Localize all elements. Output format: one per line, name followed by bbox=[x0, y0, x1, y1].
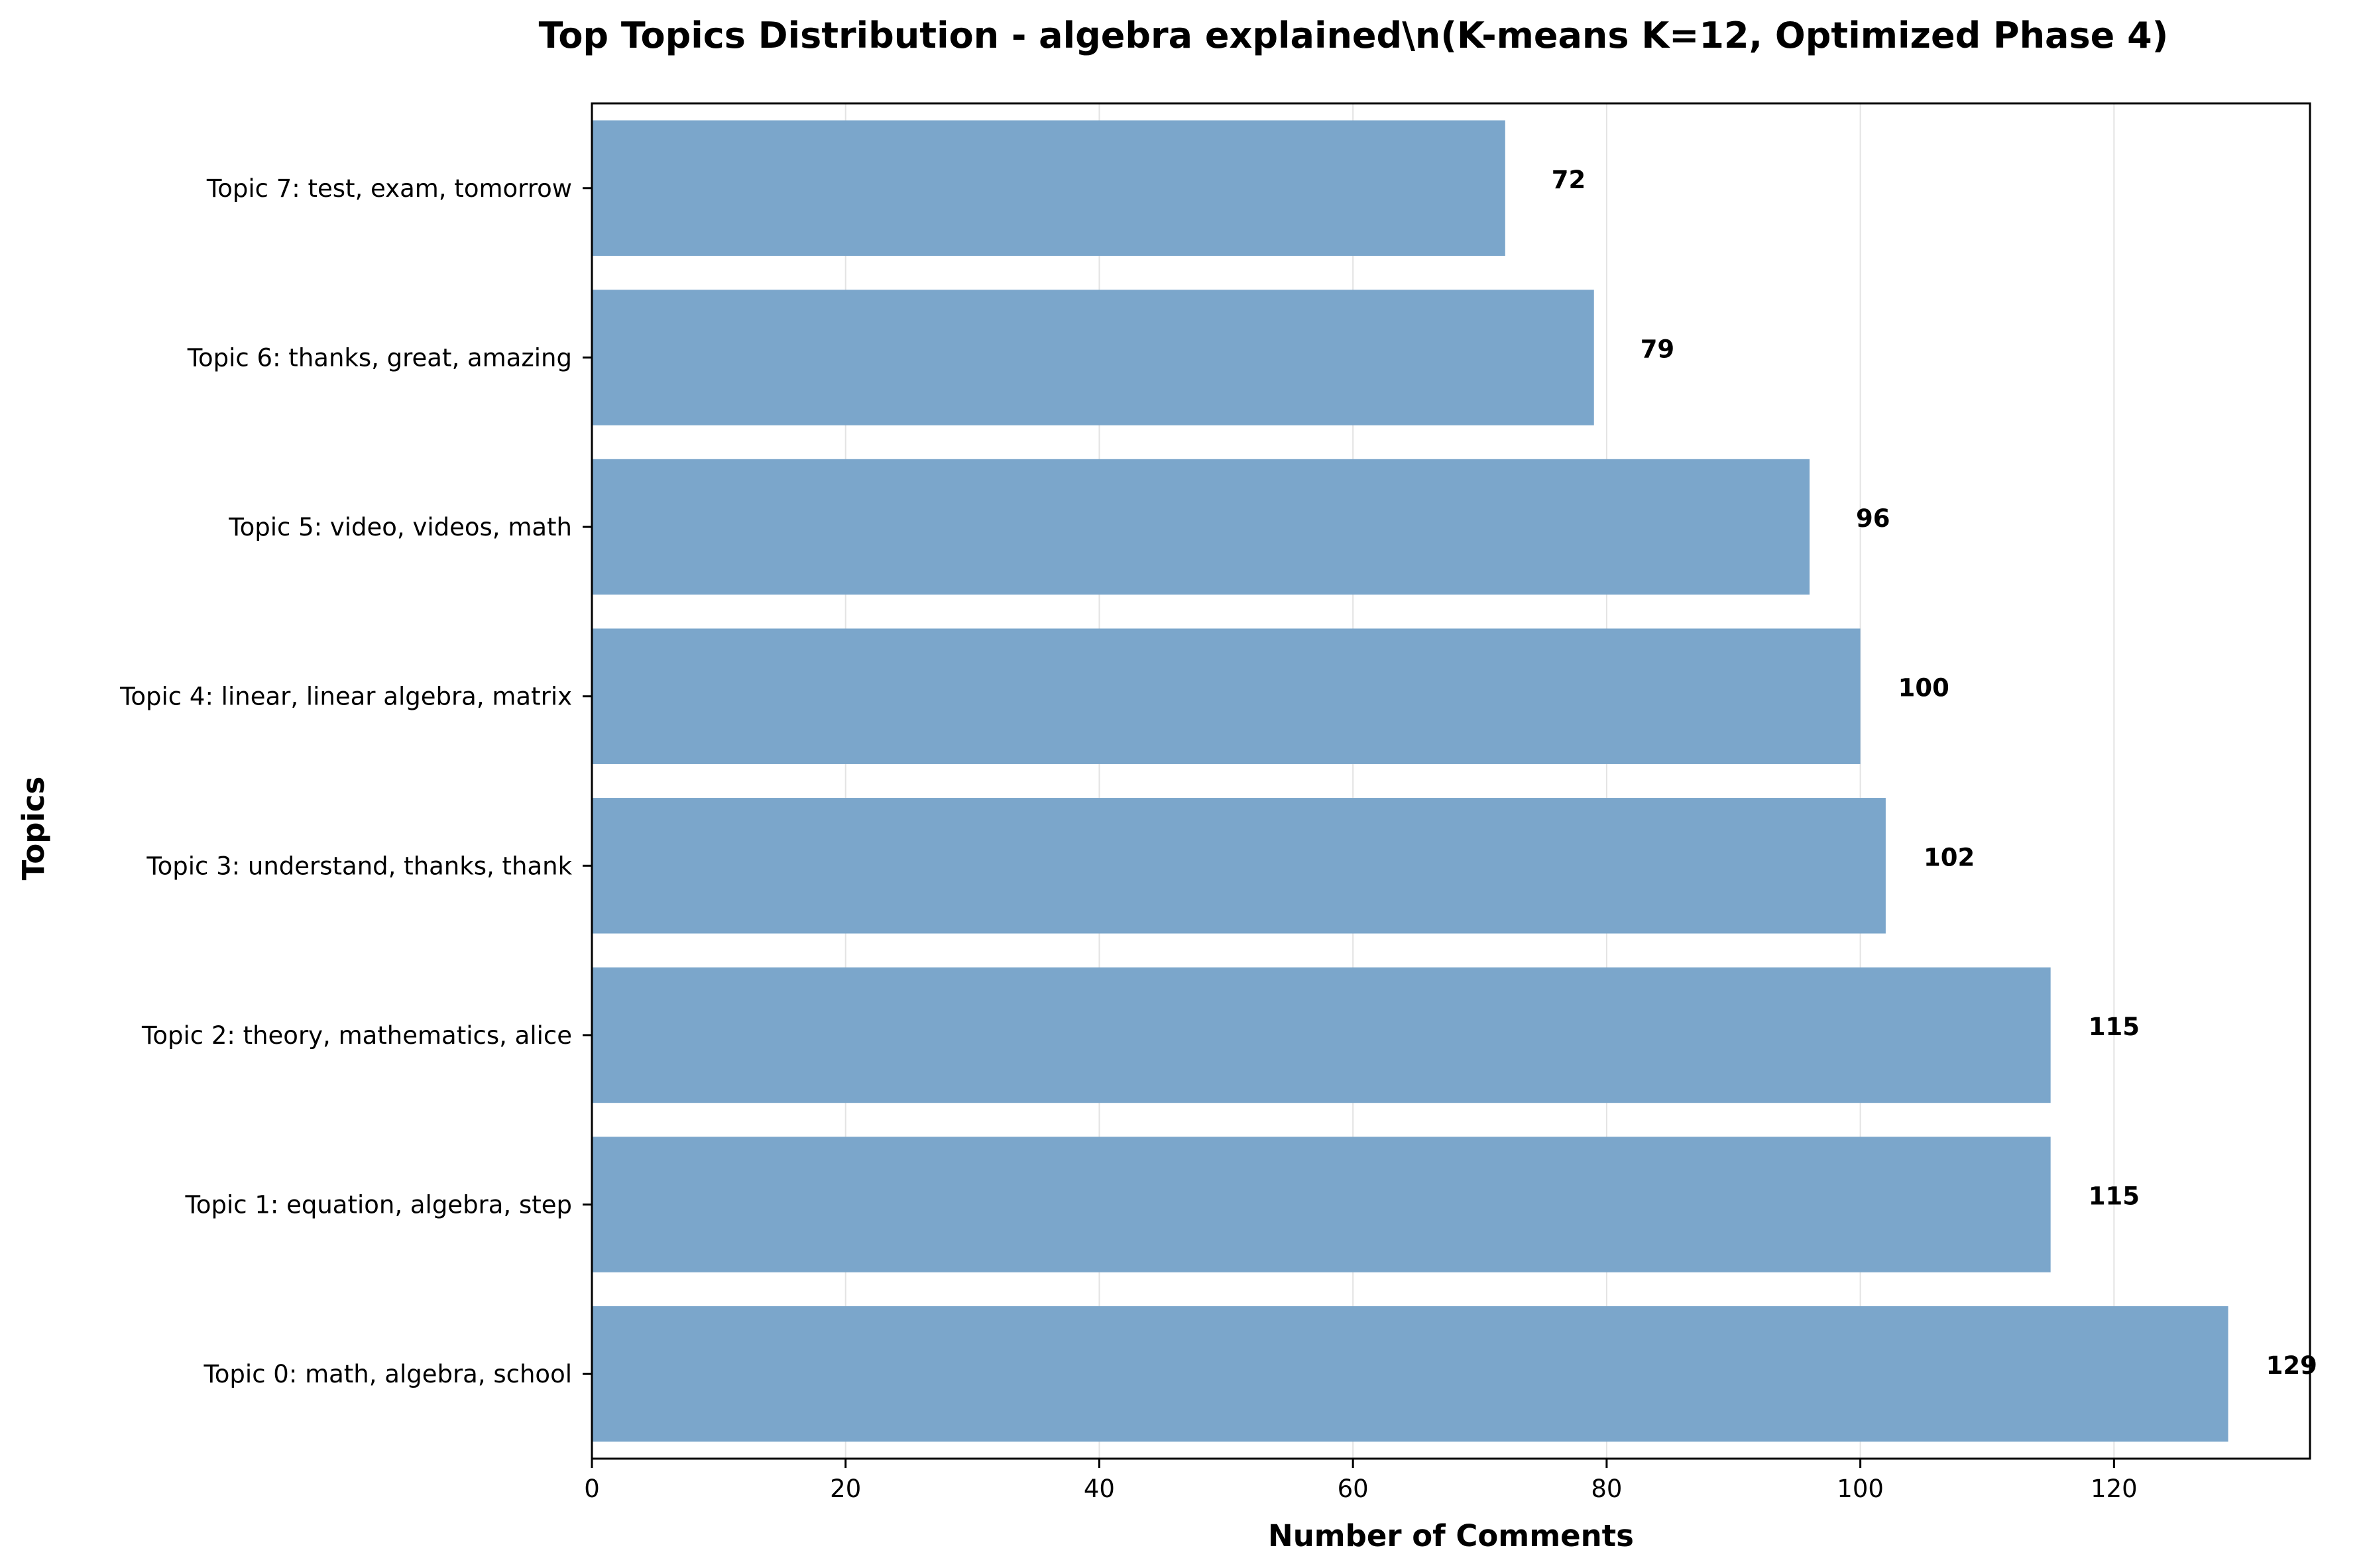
value-label: 100 bbox=[1898, 674, 1949, 702]
y-axis-label: Topics bbox=[16, 777, 51, 881]
bar bbox=[592, 798, 1886, 934]
bar bbox=[592, 459, 1810, 595]
y-tick-label: Topic 6: thanks, great, amazing bbox=[187, 343, 572, 372]
bars bbox=[592, 120, 2228, 1442]
x-tick-label: 20 bbox=[830, 1475, 861, 1503]
value-label: 79 bbox=[1641, 335, 1675, 363]
x-tick-label: 80 bbox=[1591, 1475, 1622, 1503]
plot-area-frame bbox=[591, 102, 2311, 1460]
value-label: 129 bbox=[2266, 1351, 2317, 1380]
value-label: 115 bbox=[2089, 1013, 2140, 1041]
bar bbox=[592, 120, 1505, 256]
y-tick-label: Topic 7: test, exam, tomorrow bbox=[206, 174, 572, 203]
x-tick-label: 100 bbox=[1837, 1475, 1884, 1503]
y-tick-label: Topic 3: understand, thanks, thank bbox=[146, 852, 572, 880]
y-tick-label: Topic 2: theory, mathematics, alice bbox=[141, 1021, 572, 1050]
bar bbox=[592, 290, 1594, 425]
y-tick-label: Topic 0: math, algebra, school bbox=[203, 1360, 572, 1388]
bar bbox=[592, 628, 1861, 764]
value-label: 115 bbox=[2089, 1182, 2140, 1211]
x-axis-ticks: 0 20 40 60 80 100 120 bbox=[584, 1459, 2138, 1503]
x-tick-label: 0 bbox=[584, 1475, 600, 1503]
x-axis-label: Number of Comments bbox=[1268, 1518, 1634, 1553]
bar bbox=[592, 1306, 2228, 1442]
value-label: 102 bbox=[1924, 843, 1975, 871]
x-tick-label: 120 bbox=[2091, 1475, 2138, 1503]
x-tick-label: 60 bbox=[1338, 1475, 1369, 1503]
value-labels: 129 115 115 102 100 96 79 72 bbox=[1552, 166, 2317, 1380]
bar bbox=[592, 1137, 2051, 1272]
y-tick-label: Topic 5: video, videos, math bbox=[228, 513, 572, 541]
y-tick-label: Topic 1: equation, algebra, step bbox=[185, 1191, 573, 1219]
chart-title: Top Topics Distribution - algebra explai… bbox=[539, 15, 2169, 56]
bar bbox=[592, 967, 2051, 1103]
value-label: 96 bbox=[1856, 504, 1890, 533]
y-tick-label: Topic 4: linear, linear algebra, matrix bbox=[119, 683, 572, 711]
x-tick-label: 40 bbox=[1084, 1475, 1115, 1503]
y-axis-ticks: Topic 0: math, algebra, school Topic 1: e… bbox=[119, 174, 592, 1388]
value-label: 72 bbox=[1552, 166, 1586, 194]
